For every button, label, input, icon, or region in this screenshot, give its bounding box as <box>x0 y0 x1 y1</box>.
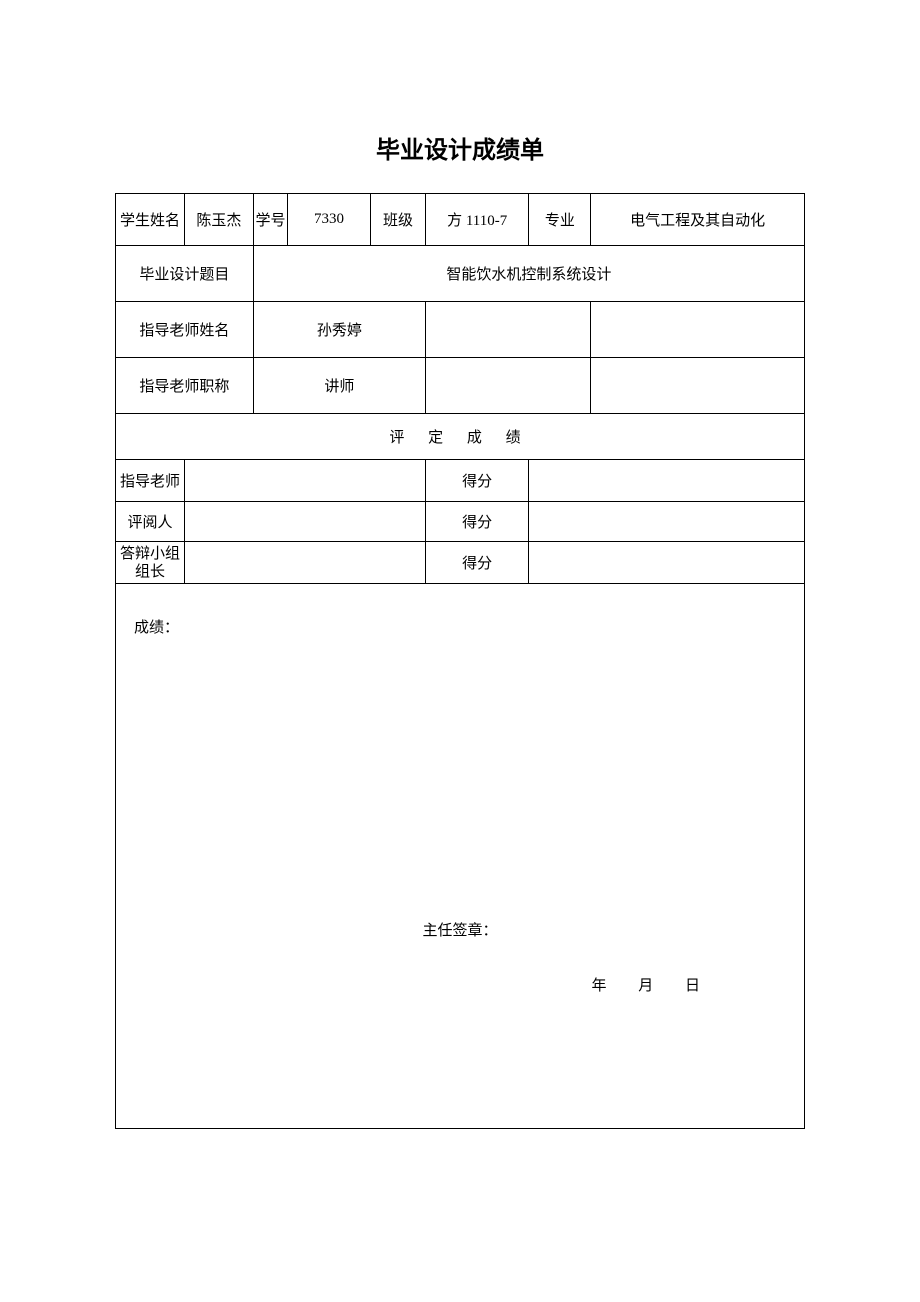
value-score-defense-score <box>529 542 805 584</box>
row-score-advisor: 指导老师 得分 <box>116 460 805 502</box>
value-advisor-name-3 <box>591 302 805 358</box>
row-score-reviewer: 评阅人 得分 <box>116 502 805 542</box>
value-advisor-title-2 <box>426 358 591 414</box>
label-score-defense-line2: 组长 <box>116 563 184 581</box>
value-score-advisor-name <box>184 460 425 502</box>
label-score-defense-line1: 答辩小组 <box>116 545 184 563</box>
value-score-advisor-score <box>529 460 805 502</box>
row-section-header: 评 定 成 绩 <box>116 414 805 460</box>
row-project-title: 毕业设计题目 智能饮水机控制系统设计 <box>116 246 805 302</box>
label-score-reviewer-score: 得分 <box>426 502 529 542</box>
date-year: 年 <box>591 978 606 994</box>
label-advisor-title: 指导老师职称 <box>116 358 254 414</box>
label-project-title: 毕业设计题目 <box>116 246 254 302</box>
value-score-defense-name <box>184 542 425 584</box>
value-student-name: 陈玉杰 <box>184 194 253 246</box>
row-student-info: 学生姓名 陈玉杰 学号 7330 班级 方 1110-7 专业 电气工程及其自动… <box>116 194 805 246</box>
value-advisor-name-2 <box>426 302 591 358</box>
value-score-reviewer-score <box>529 502 805 542</box>
value-student-id: 7330 <box>288 194 371 246</box>
label-score-reviewer: 评阅人 <box>116 502 185 542</box>
label-advisor-name: 指导老师姓名 <box>116 302 254 358</box>
date-month: 月 <box>638 978 653 994</box>
label-result: 成绩： <box>134 616 786 637</box>
label-score-advisor-score: 得分 <box>426 460 529 502</box>
cell-result: 成绩： 主任签章： 年 月 日 <box>116 584 805 1129</box>
date-day: 日 <box>685 978 700 994</box>
value-advisor-title-3 <box>591 358 805 414</box>
label-score-defense: 答辩小组 组长 <box>116 542 185 584</box>
section-header-grading: 评 定 成 绩 <box>116 414 805 460</box>
value-advisor-name-1: 孙秀婷 <box>253 302 425 358</box>
value-score-reviewer-name <box>184 502 425 542</box>
grade-form-table: 学生姓名 陈玉杰 学号 7330 班级 方 1110-7 专业 电气工程及其自动… <box>115 193 805 1129</box>
label-director-sign: 主任签章： <box>422 919 497 940</box>
date-line: 年 月 日 <box>577 974 714 995</box>
row-score-defense: 答辩小组 组长 得分 <box>116 542 805 584</box>
label-class: 班级 <box>370 194 425 246</box>
label-student-id: 学号 <box>253 194 287 246</box>
label-score-defense-score: 得分 <box>426 542 529 584</box>
row-result: 成绩： 主任签章： 年 月 日 <box>116 584 805 1129</box>
value-project-title: 智能饮水机控制系统设计 <box>253 246 804 302</box>
row-advisor-name: 指导老师姓名 孙秀婷 <box>116 302 805 358</box>
label-student-name: 学生姓名 <box>116 194 185 246</box>
value-advisor-title-1: 讲师 <box>253 358 425 414</box>
row-advisor-title: 指导老师职称 讲师 <box>116 358 805 414</box>
label-major: 专业 <box>529 194 591 246</box>
label-score-advisor: 指导老师 <box>116 460 185 502</box>
value-class: 方 1110-7 <box>426 194 529 246</box>
value-major: 电气工程及其自动化 <box>591 194 805 246</box>
page-title: 毕业设计成绩单 <box>115 130 805 165</box>
